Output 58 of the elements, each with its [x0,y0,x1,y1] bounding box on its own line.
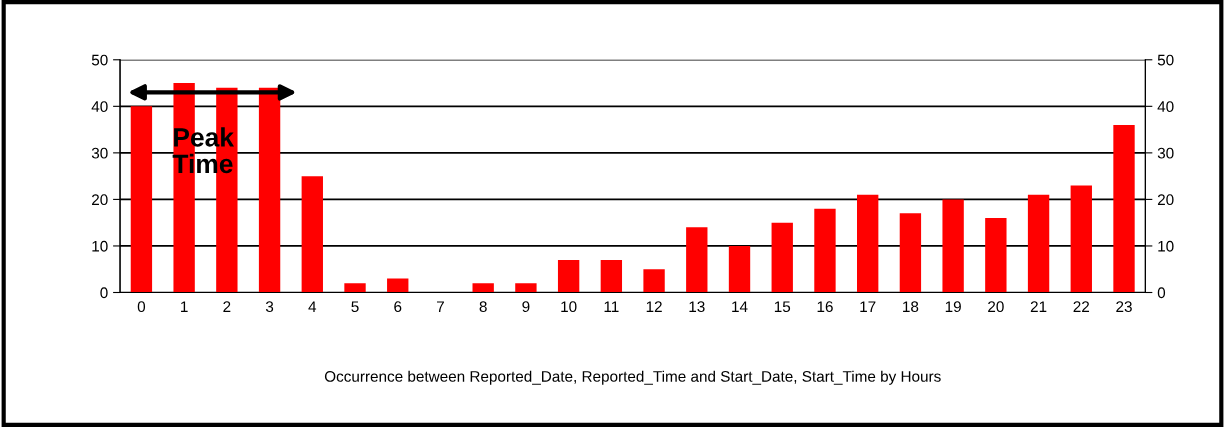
bar [1113,124,1135,293]
y2-tick-label: 40 [1157,101,1174,113]
bar [814,208,836,293]
bar [344,283,366,293]
bar [130,106,153,293]
x-tick-label: 20 [988,301,1004,313]
x-tick-label: 5 [351,301,359,313]
x-tick-label: 9 [522,301,530,313]
x-tick-label: 0 [137,301,146,313]
bar [899,213,922,293]
x-tick-label: 22 [1073,301,1090,312]
x-tick-label: 10 [561,301,577,313]
x-tick-label: 17 [860,301,876,312]
bar [387,278,409,293]
y-tick-label: 20 [92,194,108,206]
bar [728,245,751,293]
bar [472,283,494,293]
x-tick-label: 1 [181,301,188,312]
bar [557,259,580,293]
bar [942,199,964,293]
x-tick-label: 16 [817,301,833,313]
x-tick-label: 3 [265,301,274,313]
y-tick-label: 30 [91,147,108,159]
y2-tick-label: 20 [1157,194,1174,206]
x-tick-label: 18 [903,301,919,313]
bar [643,269,665,293]
x-tick-label: 21 [1030,301,1047,312]
x-tick-label: 8 [479,301,487,313]
y2-tick-label: 0 [1157,287,1166,299]
x-tick-label: 2 [223,301,231,312]
x-axis-title: Occurrence between Reported_Date, Reported_Time and Start_Date, Start_Time by Hours [324,370,941,385]
bar [1070,185,1092,293]
bar [857,194,879,293]
bar [985,218,1007,293]
bar [600,259,623,293]
x-tick-label: 13 [689,301,705,313]
y-tick-label: 0 [100,287,108,299]
x-tick-label: 23 [1116,301,1132,313]
bar [771,222,793,293]
x-tick-label: 14 [732,301,748,312]
bar [686,227,708,293]
bar [1027,194,1050,293]
y2-tick-label: 50 [1157,54,1174,66]
x-tick-label: 11 [604,301,619,312]
x-tick-label: 15 [774,301,791,313]
y-tick-label: 40 [91,101,108,113]
y2-tick-label: 30 [1157,147,1174,159]
x-tick-label: 6 [394,301,402,313]
x-tick-label: 12 [646,301,662,312]
x-tick-label: 19 [945,301,961,313]
bar [515,283,537,293]
y-tick-label: 10 [92,240,108,252]
bar [258,87,281,293]
x-tick-label: 7 [437,301,444,312]
x-tick-label: 4 [308,301,317,312]
y2-tick-label: 10 [1158,240,1174,252]
bar [301,176,323,293]
y-tick-label: 50 [91,54,108,66]
